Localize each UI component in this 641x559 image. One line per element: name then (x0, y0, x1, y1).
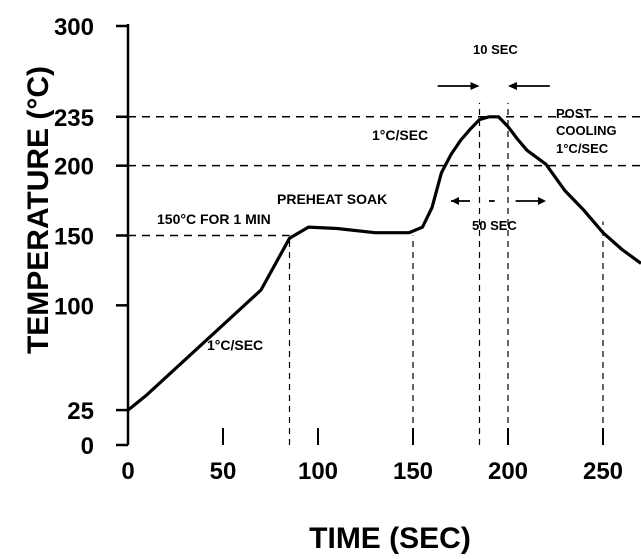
arrowhead (508, 82, 517, 90)
x-tick-label: 50 (210, 458, 237, 485)
soak-temp-label: 150°C FOR 1 MIN (157, 211, 271, 227)
peak-ramp-label: 1°C/SEC (372, 127, 428, 143)
y-tick-label: 235 (54, 105, 94, 132)
x-tick-label: 250 (583, 458, 623, 485)
preheat-soak-label: PREHEAT SOAK (277, 191, 387, 207)
post-label: POST (556, 106, 591, 121)
ten-sec-label: 10 SEC (473, 42, 518, 57)
fifty-sec-label: 50 SEC (472, 218, 517, 233)
cooling-label: COOLING (556, 123, 617, 138)
y-tick-label: 200 (54, 154, 94, 181)
ticks: 0 25 100 150 200 235 300 0 50 100 150 200 250 (54, 14, 623, 485)
y-tick-label: 300 (54, 14, 94, 41)
x-axis-title: TIME (SEC) (309, 522, 471, 555)
x-tick-label: 100 (298, 458, 338, 485)
x-tick-label: 0 (121, 458, 134, 485)
y-tick-label: 25 (67, 398, 94, 425)
arrowhead (451, 197, 459, 205)
curve-line (126, 115, 641, 412)
y-tick-label: 0 (81, 433, 94, 460)
y-tick-label: 100 (54, 293, 94, 320)
cooling-rate-label: 1°C/SEC (556, 141, 609, 156)
reference-lines (128, 102, 641, 445)
y-tick-label: 150 (54, 224, 94, 251)
x-tick-label: 150 (393, 458, 433, 485)
arrowhead (538, 197, 546, 205)
arrowhead (470, 82, 480, 90)
ramp-rate-label: 1°C/SEC (207, 337, 263, 353)
y-axis-title: TEMPERATURE (°C) (22, 66, 55, 354)
annotations: 1°C/SEC 150°C FOR 1 MIN PREHEAT SOAK 1°C/SE… (157, 42, 617, 353)
temperature-curve (126, 115, 641, 412)
x-tick-label: 200 (488, 458, 528, 485)
